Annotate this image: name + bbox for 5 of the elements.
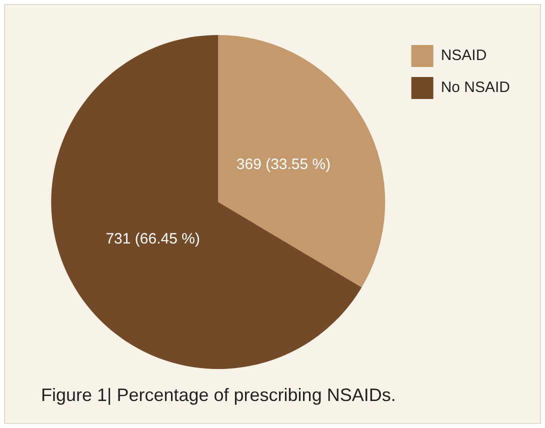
- data-label: 731 (66.45 %): [106, 230, 200, 248]
- text: Figure 1| Percentage of prescribing NSAIDs.: [41, 385, 396, 406]
- legend-label: NSAID: [440, 47, 487, 64]
- legend-label: No NSAID: [440, 79, 510, 96]
- data-label: 369 (33.55 %): [236, 156, 331, 173]
